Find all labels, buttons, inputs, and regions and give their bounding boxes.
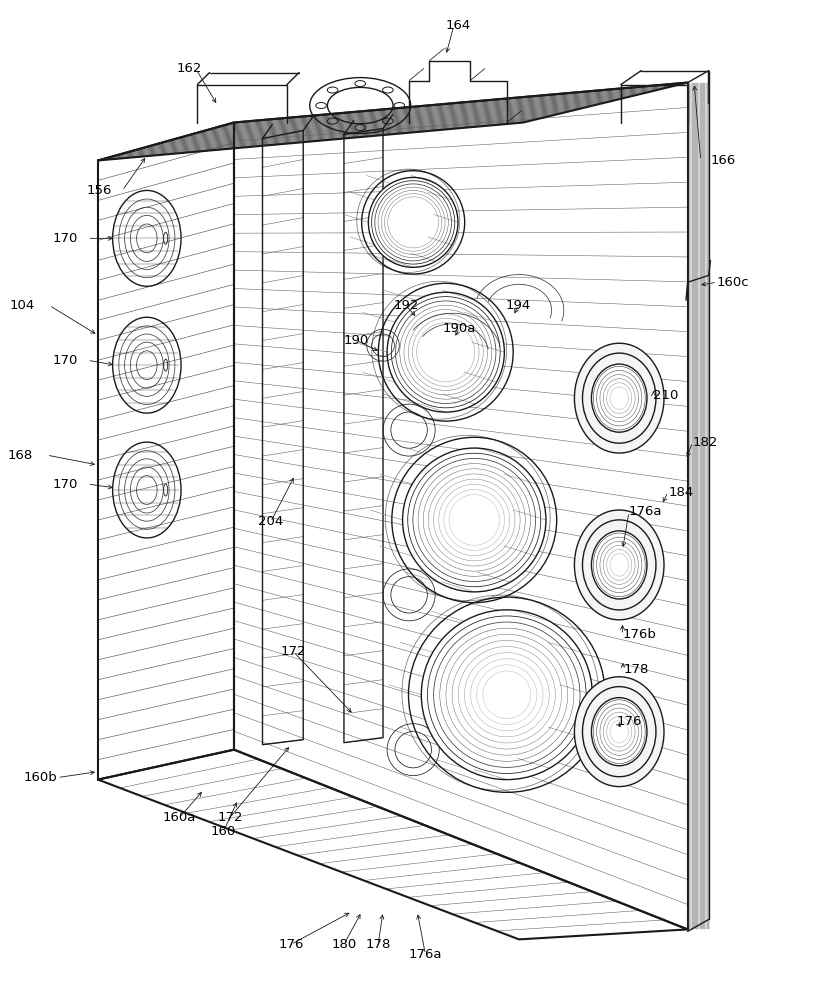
Ellipse shape xyxy=(592,698,647,766)
Ellipse shape xyxy=(387,292,504,412)
Ellipse shape xyxy=(403,448,546,592)
Text: 176: 176 xyxy=(279,938,304,951)
Ellipse shape xyxy=(574,510,664,620)
Text: 104: 104 xyxy=(9,299,34,312)
Text: 170: 170 xyxy=(52,232,78,245)
Ellipse shape xyxy=(368,177,458,267)
Text: 184: 184 xyxy=(668,486,694,499)
Text: 162: 162 xyxy=(176,62,202,75)
Text: 192: 192 xyxy=(393,299,418,312)
Text: 172: 172 xyxy=(281,645,306,658)
Text: 190: 190 xyxy=(343,334,368,347)
Text: 160: 160 xyxy=(211,825,236,838)
Text: 172: 172 xyxy=(217,811,243,824)
Ellipse shape xyxy=(574,677,664,787)
Text: 170: 170 xyxy=(52,478,78,491)
Text: 190a: 190a xyxy=(443,322,476,335)
Ellipse shape xyxy=(592,531,647,599)
Text: 194: 194 xyxy=(506,299,531,312)
Text: 170: 170 xyxy=(52,354,78,367)
Text: 176b: 176b xyxy=(623,628,656,641)
Text: 176: 176 xyxy=(617,715,642,728)
Text: 160b: 160b xyxy=(24,771,57,784)
Text: 164: 164 xyxy=(445,19,471,32)
Text: 210: 210 xyxy=(654,389,679,402)
Text: 156: 156 xyxy=(87,184,112,197)
Ellipse shape xyxy=(574,343,664,453)
Text: 204: 204 xyxy=(258,515,283,528)
Text: 160a: 160a xyxy=(163,811,196,824)
Text: 176a: 176a xyxy=(408,948,442,961)
Text: 168: 168 xyxy=(7,449,33,462)
Ellipse shape xyxy=(422,610,592,780)
Text: 166: 166 xyxy=(711,154,735,167)
Text: 160c: 160c xyxy=(717,276,749,289)
Text: 180: 180 xyxy=(332,938,356,951)
Text: 182: 182 xyxy=(693,436,718,449)
Ellipse shape xyxy=(592,364,647,432)
Text: 178: 178 xyxy=(365,938,391,951)
Text: 176a: 176a xyxy=(629,505,663,518)
Text: 178: 178 xyxy=(623,663,649,676)
